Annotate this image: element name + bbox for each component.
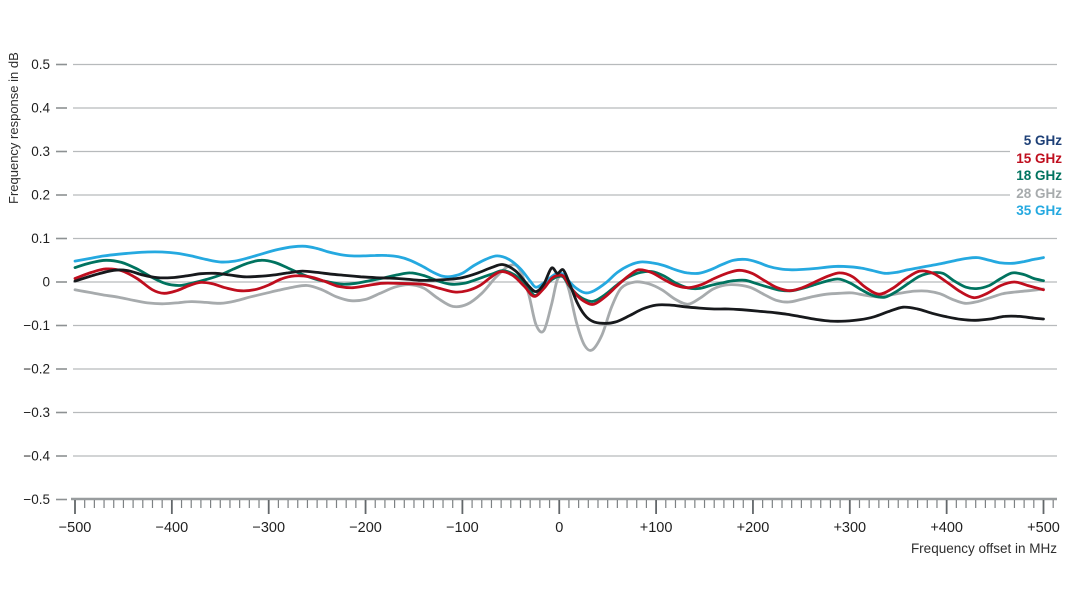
legend-item-15ghz: 15 GHz xyxy=(1016,150,1062,166)
series-line-15-ghz xyxy=(73,267,1045,306)
y-tick-label: 0 xyxy=(42,275,50,290)
series-line-5-ghz xyxy=(73,263,1045,325)
y-tick-label: 0.4 xyxy=(31,101,50,116)
legend-item-18ghz: 18 GHz xyxy=(1016,168,1062,183)
x-tick-label: −400 xyxy=(156,520,189,536)
x-tick-label: −100 xyxy=(446,520,479,536)
y-axis-title: Frequency response in dB xyxy=(6,52,21,204)
y-tick-label: −0.5 xyxy=(23,492,50,507)
y-tick-label: 0.1 xyxy=(31,231,50,246)
x-axis-title: Frequency offset in MHz xyxy=(910,541,1057,556)
legend: 5 GHz 15 GHz 18 GHz 28 GHz 35 GHz xyxy=(1010,131,1063,221)
x-tick-label: +400 xyxy=(930,520,963,536)
x-tick-label: −200 xyxy=(349,520,382,536)
y-tick-label: 0.2 xyxy=(31,188,50,203)
legend-item-35ghz: 35 GHz xyxy=(1016,203,1062,218)
legend-item-28ghz: 28 GHz xyxy=(1016,185,1062,201)
y-tick-label: −0.4 xyxy=(23,449,50,464)
y-tick-label: −0.2 xyxy=(23,362,50,377)
x-tick-label: +100 xyxy=(640,520,673,536)
x-tick-label: −300 xyxy=(252,520,285,536)
legend-item-5ghz: 5 GHz xyxy=(1023,133,1062,148)
x-tick-label: +200 xyxy=(737,520,770,536)
x-tick-label: +300 xyxy=(833,520,866,536)
y-tick-label: −0.1 xyxy=(23,318,50,333)
x-tick-label: +500 xyxy=(1027,520,1060,536)
y-tick-label: −0.3 xyxy=(23,405,50,420)
x-tick-label: −500 xyxy=(59,520,92,536)
y-tick-label: 0.3 xyxy=(31,144,50,159)
y-tick-label: 0.5 xyxy=(31,57,50,72)
x-tick-label: 0 xyxy=(555,520,563,536)
series-line-18-ghz xyxy=(73,258,1045,303)
